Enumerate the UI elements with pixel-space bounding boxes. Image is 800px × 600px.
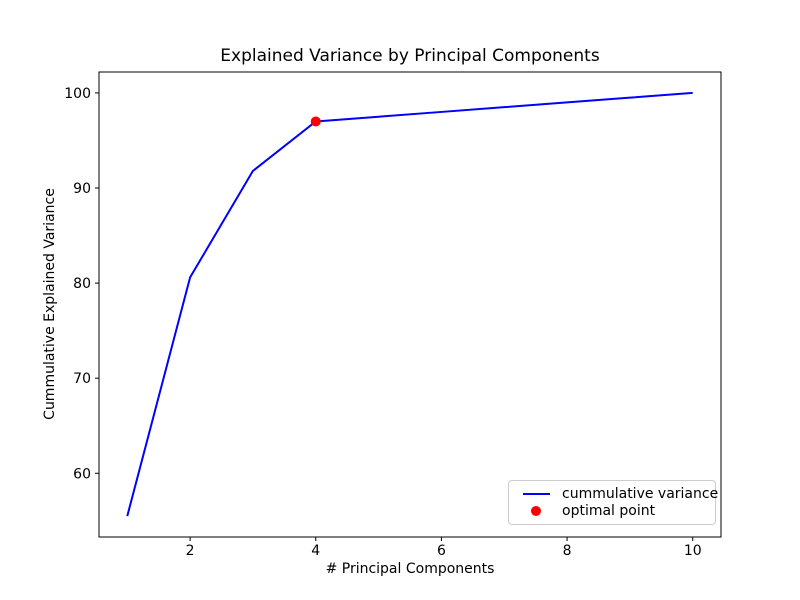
y-tick-label: 90: [73, 181, 91, 197]
y-tick-label: 100: [64, 86, 91, 102]
x-tick-label: 8: [563, 543, 572, 559]
y-tick-label: 70: [73, 371, 91, 387]
y-axis-label: Cummulative Explained Variance: [42, 188, 58, 420]
x-tick-label: 6: [437, 543, 446, 559]
legend-label-cummulative-variance: cummulative variance: [562, 486, 719, 502]
chart-title: Explained Variance by Principal Componen…: [220, 46, 600, 66]
legend: cummulative variance optimal point: [508, 480, 718, 525]
axes-frame: [98, 71, 722, 538]
y-tick-label: 60: [73, 466, 91, 482]
x-tick-label: 2: [186, 543, 195, 559]
legend-label-optimal-point: optimal point: [562, 503, 656, 519]
x-tick-label: 10: [684, 543, 702, 559]
x-tick-label: 4: [311, 543, 320, 559]
y-tick-label: 80: [73, 276, 91, 292]
optimal-point-marker: [310, 116, 321, 127]
x-axis-label: # Principal Components: [325, 561, 495, 577]
legend-line-swatch: [523, 493, 550, 495]
legend-item-optimal-point: optimal point: [523, 503, 711, 519]
legend-item-cummulative-variance: cummulative variance: [523, 486, 718, 502]
cummulative-variance-line: [126, 91, 693, 517]
legend-dot-swatch: [531, 506, 541, 516]
